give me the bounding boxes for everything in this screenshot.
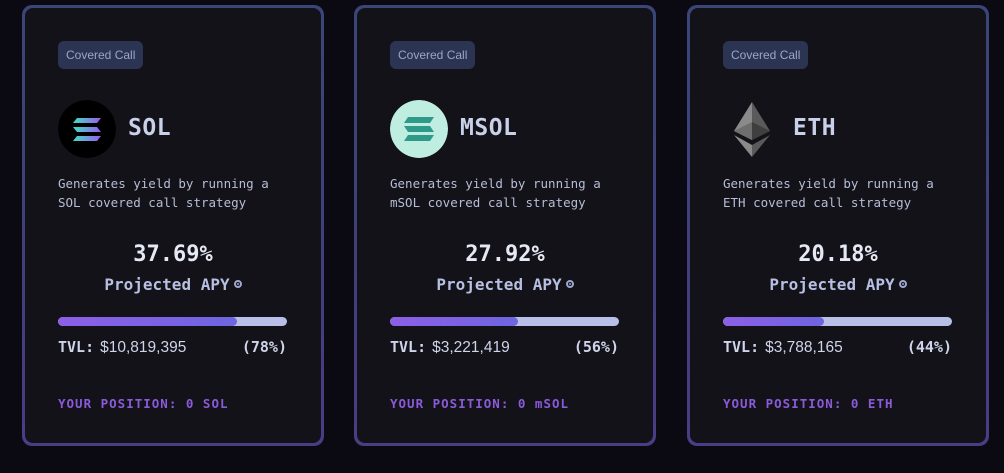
- apy-label: Projected APY: [436, 275, 562, 294]
- strategy-badge: Covered Call: [723, 41, 809, 69]
- marinade-msol-icon: [390, 100, 448, 158]
- tvl-row: TVL: $10,819,395 (78%): [58, 338, 287, 357]
- tvl-row: TVL: $3,221,419 (56%): [390, 338, 619, 357]
- info-icon[interactable]: [565, 280, 574, 288]
- token-name: SOL: [128, 115, 172, 141]
- ethereum-icon: [734, 102, 770, 157]
- description-line: mSOL covered call strategy: [390, 195, 586, 210]
- description-line: Generates yield by running a: [723, 176, 934, 191]
- tvl-row: TVL: $3,788,165 (44%): [723, 338, 952, 357]
- tvl-progress-fill: [723, 317, 824, 326]
- vault-description: Generates yield by running a ETH covered…: [723, 174, 963, 212]
- apy-label-row: Projected APY: [25, 275, 321, 294]
- apy-label: Projected APY: [104, 275, 230, 294]
- tvl-percent: (78%): [241, 338, 287, 356]
- tvl-amount: $10,819,395: [100, 339, 187, 356]
- vault-card-body: Covered Call ETH Generates yield by runn…: [690, 8, 986, 443]
- apy-value: 20.18%: [798, 242, 878, 267]
- tvl-progress-bar: [723, 317, 952, 326]
- strategy-badge: Covered Call: [390, 41, 476, 69]
- vault-description: Generates yield by running a mSOL covere…: [390, 174, 630, 212]
- apy-value: 27.92%: [465, 242, 545, 267]
- your-position: YOUR POSITION: 0 SOL: [58, 396, 229, 411]
- vault-card-body: Covered Call SOL Generates yield by runn…: [25, 8, 321, 443]
- description-line: Generates yield by running a: [390, 176, 601, 191]
- tvl-progress-fill: [58, 317, 237, 326]
- tvl-progress-fill: [390, 317, 519, 326]
- token-name: ETH: [793, 115, 837, 141]
- your-position: YOUR POSITION: 0 mSOL: [390, 396, 570, 411]
- vault-card-body: Covered Call MSOL Generates yield by run…: [357, 8, 653, 443]
- your-position: YOUR POSITION: 0 ETH: [723, 396, 894, 411]
- apy-label: Projected APY: [769, 275, 895, 294]
- apy-label-row: Projected APY: [357, 275, 653, 294]
- info-icon[interactable]: [233, 280, 242, 288]
- description-line: Generates yield by running a: [58, 176, 269, 191]
- tvl-progress-bar: [390, 317, 619, 326]
- description-line: ETH covered call strategy: [723, 195, 912, 210]
- token-name: MSOL: [460, 115, 518, 141]
- vault-card-sol[interactable]: Covered Call SOL Generates yield by runn…: [22, 5, 324, 446]
- apy-value: 37.69%: [133, 242, 213, 267]
- tvl-amount: $3,221,419: [432, 339, 510, 356]
- strategy-badge: Covered Call: [58, 41, 144, 69]
- vault-card-msol[interactable]: Covered Call MSOL Generates yield by run…: [354, 5, 656, 446]
- solana-icon: [58, 100, 116, 158]
- tvl-label: TVL:: [390, 338, 427, 356]
- tvl-percent: (56%): [573, 338, 619, 356]
- tvl-percent: (44%): [906, 338, 952, 356]
- apy-label-row: Projected APY: [690, 275, 986, 294]
- tvl-label: TVL:: [723, 338, 760, 356]
- info-icon[interactable]: [898, 280, 907, 288]
- description-line: SOL covered call strategy: [58, 195, 247, 210]
- tvl-amount: $3,788,165: [765, 339, 843, 356]
- tvl-progress-bar: [58, 317, 287, 326]
- vault-description: Generates yield by running a SOL covered…: [58, 174, 298, 212]
- vault-card-eth[interactable]: Covered Call ETH Generates yield by runn…: [687, 5, 989, 446]
- tvl-label: TVL:: [58, 338, 95, 356]
